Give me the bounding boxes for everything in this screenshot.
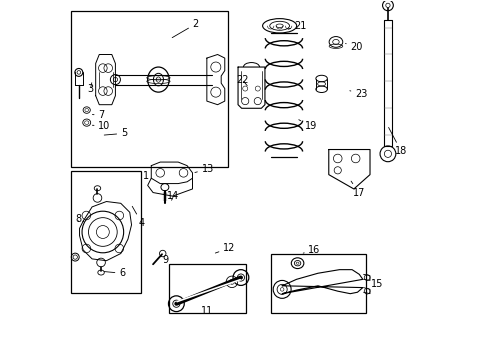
Text: 4: 4	[132, 206, 144, 228]
Text: 19: 19	[298, 120, 316, 131]
Text: 18: 18	[388, 127, 407, 156]
Text: 2: 2	[172, 19, 198, 38]
Text: 16: 16	[303, 245, 320, 255]
Ellipse shape	[156, 77, 160, 82]
Bar	[169, 264, 246, 313]
Text: 21: 21	[287, 21, 306, 31]
Text: 5: 5	[104, 129, 127, 138]
Bar	[70, 171, 140, 293]
Text: 10: 10	[92, 121, 110, 131]
Bar	[271, 253, 366, 313]
Bar	[383, 21, 391, 146]
Text: 20: 20	[345, 42, 362, 52]
Text: 6: 6	[104, 268, 125, 278]
Text: 1: 1	[142, 171, 149, 181]
Text: 3: 3	[87, 83, 93, 94]
Text: 12: 12	[215, 243, 235, 253]
Text: 11: 11	[200, 306, 213, 316]
Text: 23: 23	[349, 89, 366, 99]
Text: 8: 8	[75, 215, 81, 224]
Text: 17: 17	[350, 181, 365, 198]
Text: 13: 13	[195, 164, 213, 174]
Ellipse shape	[77, 71, 81, 74]
Text: 9: 9	[158, 255, 168, 265]
Text: 14: 14	[167, 191, 179, 201]
Text: 15: 15	[366, 279, 382, 289]
Text: 7: 7	[92, 111, 104, 121]
Bar	[70, 12, 228, 167]
Text: 22: 22	[236, 75, 248, 86]
